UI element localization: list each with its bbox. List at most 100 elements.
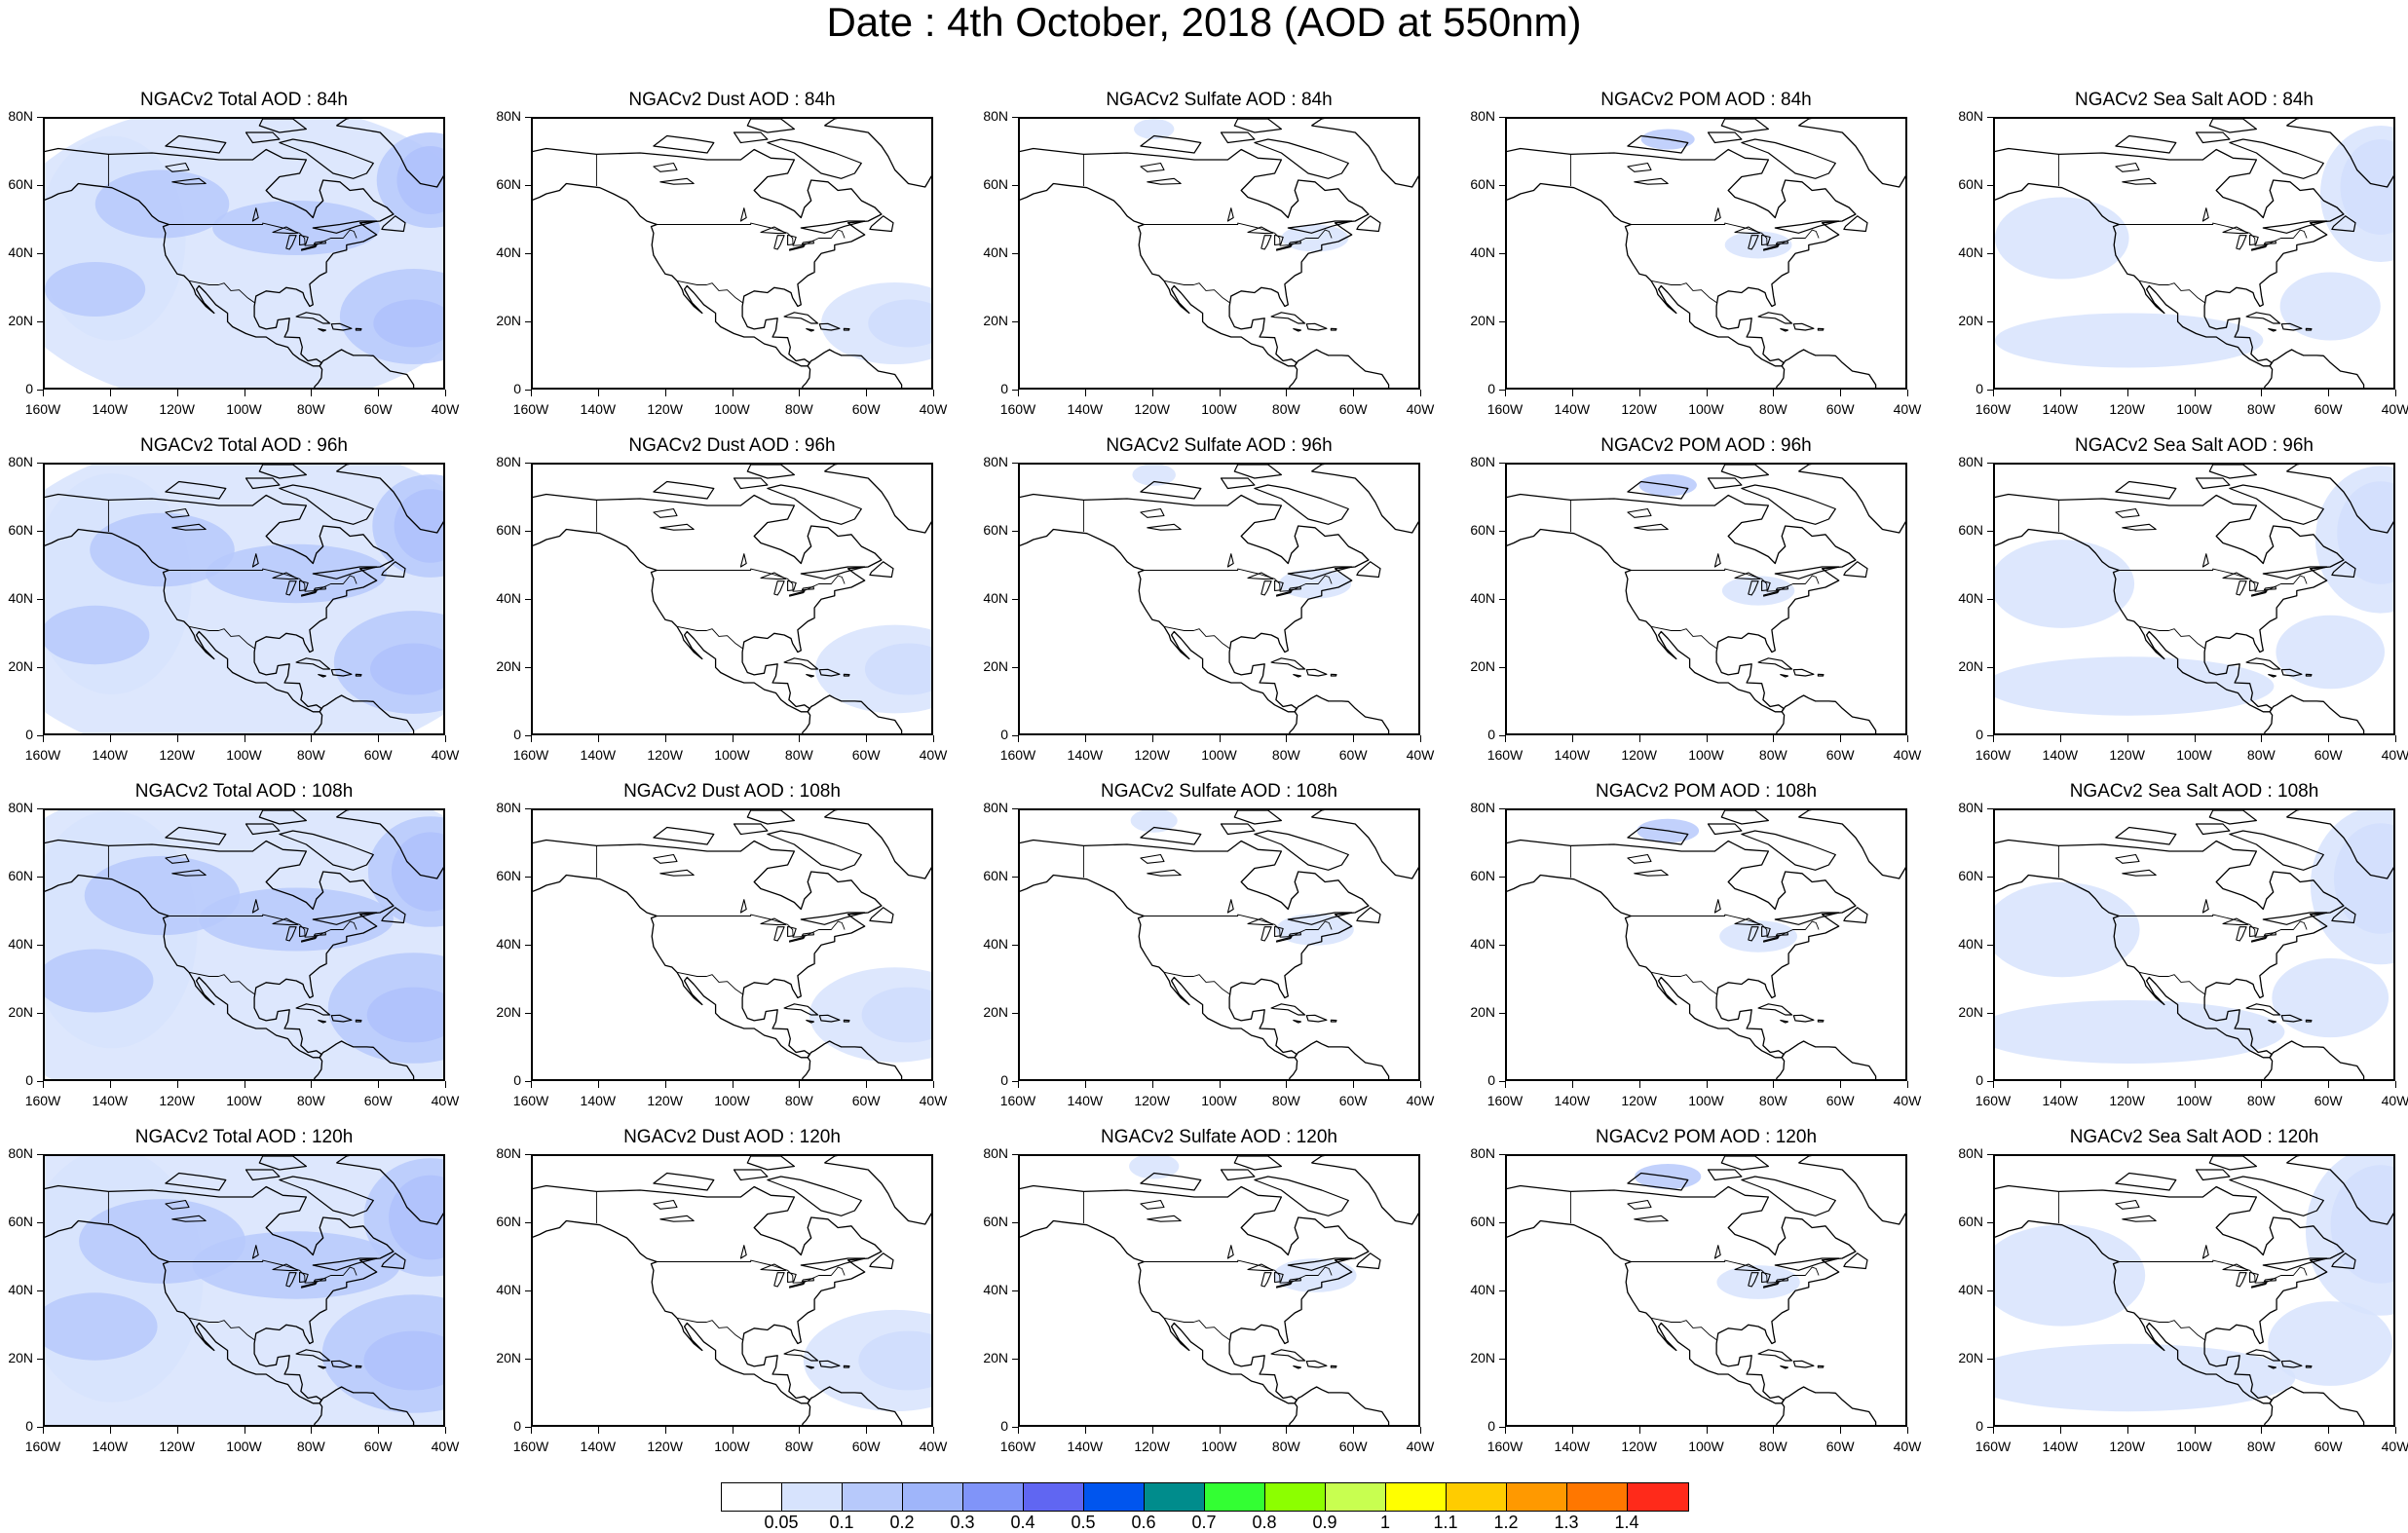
aod-shading [2310, 810, 2393, 965]
coastline [733, 1169, 769, 1181]
lake-outline [653, 853, 678, 864]
y-tick-mark [1987, 390, 1993, 391]
aod-shading [2276, 615, 2385, 690]
y-tick-label: 20N [1470, 658, 1495, 674]
y-tick-mark [525, 599, 531, 600]
x-tick-label: 40W [1406, 747, 1435, 763]
x-tick-mark [866, 1427, 868, 1434]
x-tick-mark [799, 390, 801, 396]
aod-shading [84, 855, 241, 936]
y-tick-label: 20N [1958, 1350, 1983, 1365]
coastline [1817, 1019, 1825, 1023]
x-tick-mark [933, 390, 934, 396]
x-tick-label: 160W [999, 1439, 1036, 1454]
y-tick-label: 20N [8, 1004, 33, 1020]
x-tick-label: 100W [1201, 747, 1237, 763]
x-tick-label: 120W [159, 747, 195, 763]
lake-outline [1748, 235, 1759, 250]
x-tick-label: 120W [159, 1093, 195, 1108]
panel-title: NGACv2 Sea Salt AOD : 108h [2069, 781, 2319, 802]
coastline [1775, 1040, 1877, 1079]
lake-outline [1276, 1282, 1293, 1289]
x-tick-label: 140W [1067, 747, 1104, 763]
country-border [1650, 971, 1718, 995]
y-tick-mark [37, 945, 43, 946]
lake-outline [2222, 226, 2249, 235]
map-frame [1993, 117, 2395, 390]
lake-outline [299, 1271, 309, 1284]
coastline [1995, 1184, 2345, 1404]
coastline [1356, 907, 1381, 924]
coastline [1254, 484, 1349, 525]
aod-shading [2272, 957, 2389, 1038]
y-tick-mark [1987, 808, 1993, 809]
colorbar-swatch [963, 1483, 1024, 1511]
coastline [1507, 839, 1857, 1059]
lake-outline [2263, 586, 2276, 591]
lake-outline [801, 586, 814, 591]
x-tick-mark [1993, 735, 1994, 742]
coastline [1507, 147, 1857, 367]
coastline [336, 465, 443, 534]
country-border [169, 1259, 357, 1284]
coastline [1220, 823, 1256, 836]
x-tick-mark [732, 1427, 734, 1434]
y-tick-mark [37, 667, 43, 668]
x-tick-label: 120W [1621, 1093, 1657, 1108]
coastline [1720, 119, 1769, 133]
coastline [2229, 138, 2324, 179]
y-tick-mark [37, 808, 43, 809]
coastline [312, 912, 378, 925]
y-tick-label: 40N [496, 590, 521, 606]
coastline [1305, 668, 1328, 677]
y-tick-mark [1987, 1081, 1993, 1082]
coastline [1330, 1365, 1337, 1368]
coastline [2305, 327, 2313, 331]
aod-shading [1129, 1156, 1180, 1179]
coastline [1330, 1019, 1337, 1023]
x-tick-label: 160W [1975, 747, 2012, 763]
lake-outline [1274, 580, 1284, 592]
y-tick-label: 60N [1470, 522, 1495, 538]
x-tick-label: 100W [2176, 747, 2212, 763]
y-tick-label: 0 [1000, 1072, 1008, 1088]
map-frame [531, 1154, 933, 1427]
y-tick-mark [525, 808, 531, 809]
x-tick-mark [2059, 390, 2061, 396]
country-border [1163, 280, 1231, 304]
coastline [1720, 810, 1769, 825]
x-tick-label: 40W [919, 401, 948, 417]
lake-outline [1761, 925, 1771, 938]
x-tick-label: 80W [2246, 401, 2276, 417]
coastline [1627, 826, 1689, 845]
y-tick-label: 20N [8, 658, 33, 674]
y-tick-label: 0 [1000, 1418, 1008, 1434]
colorbar-swatch [1628, 1483, 1688, 1511]
coastline [1507, 493, 1857, 713]
y-tick-label: 60N [496, 868, 521, 883]
y-tick-mark [1499, 321, 1505, 322]
coastline [767, 830, 862, 871]
x-tick-mark [378, 1427, 380, 1434]
y-tick-label: 80N [496, 454, 521, 469]
y-tick-mark [37, 117, 43, 118]
country-border [676, 1317, 744, 1341]
coastline [2245, 312, 2281, 324]
coastline [869, 1253, 894, 1270]
x-tick-label: 100W [1688, 1093, 1724, 1108]
coastline [1780, 674, 1788, 678]
coastline [533, 493, 883, 713]
coastline [330, 668, 353, 677]
aod-shading [2319, 126, 2393, 262]
coastline [2331, 907, 2356, 924]
x-tick-mark [1084, 390, 1086, 396]
x-tick-mark [311, 1427, 313, 1434]
coastline [1627, 480, 1689, 500]
y-tick-mark [1012, 599, 1018, 600]
map-svg [45, 119, 443, 388]
coastline [806, 1020, 814, 1024]
colorbar-swatch [1265, 1483, 1326, 1511]
lake-outline [313, 586, 326, 591]
y-tick-label: 60N [8, 522, 33, 538]
map-svg [1995, 1156, 2393, 1425]
